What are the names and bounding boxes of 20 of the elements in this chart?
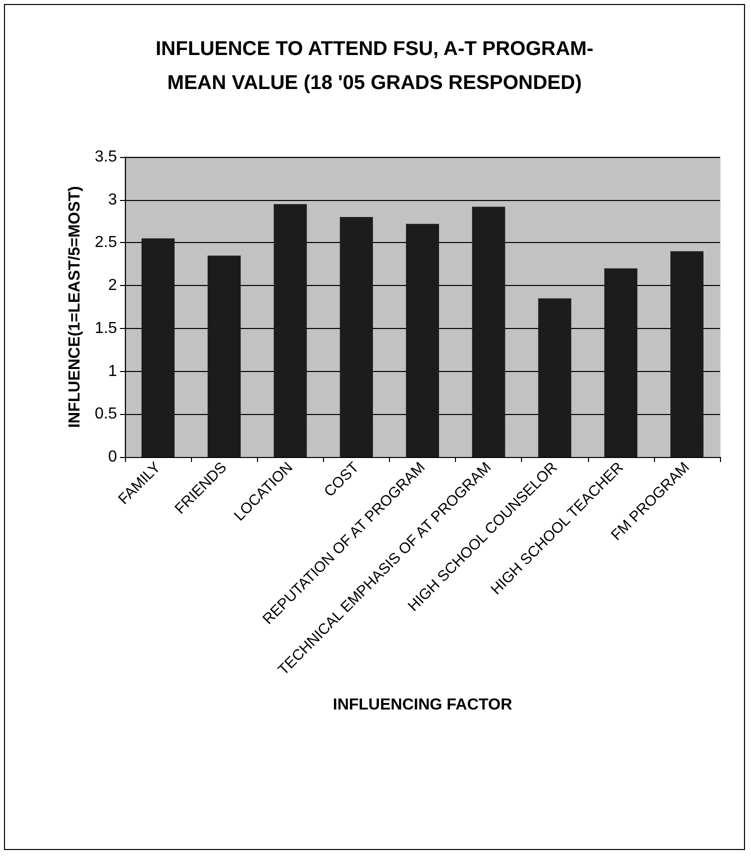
- bar: [406, 224, 440, 457]
- bar: [670, 251, 704, 457]
- y-tick-label: 1: [108, 362, 118, 380]
- bar: [340, 217, 373, 457]
- y-axis-title: INFLUENCE(1=LEAST/5=MOST): [66, 186, 84, 428]
- bar: [208, 256, 241, 457]
- bar: [472, 206, 506, 457]
- y-tick-label: 1.5: [94, 320, 118, 337]
- bar: [538, 298, 572, 457]
- chart-title: INFLUENCE TO ATTEND FSU, A-T PROGRAM- MEAN VALUE (18 '05 GRADS RESPONDED): [156, 38, 594, 94]
- y-tick-label: 0: [108, 448, 118, 466]
- x-axis-title: INFLUENCING FACTOR: [332, 696, 513, 714]
- y-tick-label: 2.5: [94, 234, 118, 252]
- y-tick-label: 3.5: [94, 148, 118, 166]
- y-tick-label: 3: [108, 191, 118, 208]
- bar: [604, 268, 638, 457]
- y-tick-label: 0.5: [94, 406, 118, 423]
- y-tick-label: 2: [108, 277, 118, 294]
- bar: [142, 238, 175, 457]
- bar: [274, 204, 307, 457]
